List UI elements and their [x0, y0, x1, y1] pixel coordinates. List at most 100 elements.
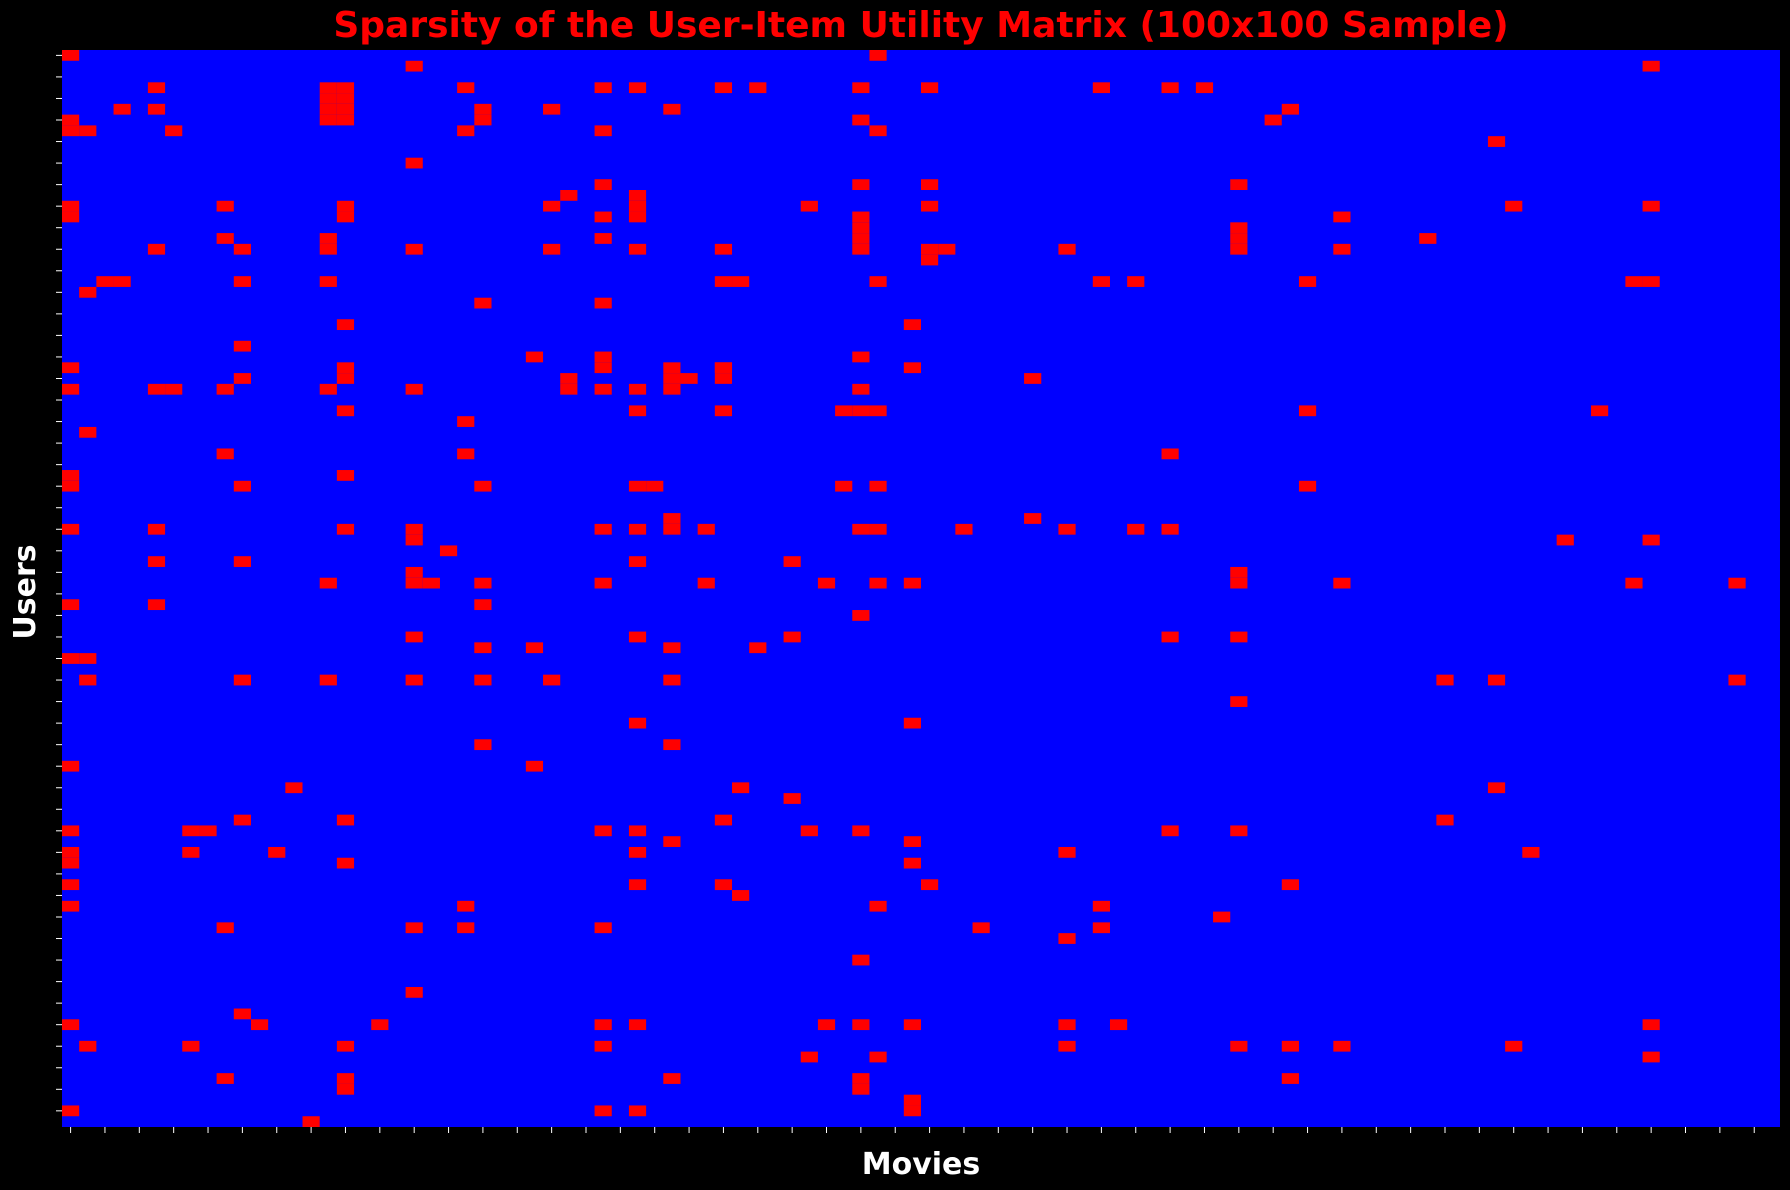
heatmap-cell — [405, 631, 423, 643]
heatmap-cell — [147, 523, 166, 535]
heatmap-cell — [783, 631, 801, 643]
heatmap-cell — [216, 922, 234, 934]
heatmap-cell — [1333, 243, 1351, 255]
heatmap-cell — [628, 211, 647, 223]
heatmap-cell — [405, 986, 423, 998]
heatmap-cell — [783, 793, 801, 804]
heatmap-cell — [439, 545, 458, 557]
heatmap-cell — [525, 642, 544, 654]
heatmap-cell — [732, 890, 750, 901]
heatmap-cell — [79, 426, 97, 438]
heatmap-cell — [182, 1040, 200, 1052]
heatmap-cell — [628, 383, 647, 395]
heatmap-cell — [852, 1019, 870, 1031]
heatmap-cell — [457, 900, 475, 912]
heatmap-cell — [233, 814, 251, 826]
heatmap-cell — [216, 233, 234, 244]
heatmap-cell — [817, 577, 836, 589]
heatmap-cell — [474, 577, 492, 589]
heatmap-cell — [233, 373, 251, 384]
heatmap-cell — [336, 200, 355, 212]
heatmap-cell — [1419, 233, 1437, 244]
heatmap-cell — [697, 577, 715, 589]
heatmap-cell — [646, 480, 664, 492]
heatmap-cell — [457, 416, 475, 427]
heatmap-cell — [319, 114, 337, 126]
heatmap-cell — [663, 523, 681, 535]
heatmap-cell — [663, 739, 681, 751]
heatmap-cell — [62, 879, 80, 891]
heatmap-cell — [1058, 933, 1076, 944]
heatmap-cell — [663, 674, 681, 686]
heatmap-cell — [869, 125, 887, 137]
heatmap-cell — [800, 1051, 818, 1063]
heatmap-cell — [1092, 900, 1110, 912]
heatmap-cell — [852, 233, 870, 244]
heatmap-cell — [147, 556, 166, 567]
heatmap-cells — [62, 50, 1746, 1127]
heatmap-cell — [336, 373, 355, 384]
heatmap-cell — [336, 362, 355, 374]
heatmap-cell — [835, 480, 853, 492]
heatmap-cell — [714, 814, 733, 826]
heatmap-cell — [1625, 577, 1643, 589]
heatmap-cell — [921, 879, 939, 891]
heatmap-cell — [594, 383, 612, 395]
heatmap-cell — [1264, 114, 1282, 126]
heatmap-cell — [96, 276, 114, 287]
heatmap-cell — [594, 125, 612, 137]
heatmap-cell — [1522, 846, 1540, 858]
heatmap-cell — [1281, 1040, 1299, 1052]
heatmap-cell — [216, 448, 234, 460]
heatmap-cell — [903, 857, 921, 869]
heatmap-cell — [336, 114, 355, 126]
heatmap-cell — [663, 103, 681, 115]
heatmap-cell — [336, 1073, 355, 1084]
heatmap-cell — [405, 243, 423, 255]
heatmap-cell — [869, 577, 887, 589]
heatmap-cell — [852, 351, 870, 363]
heatmap-cell — [1333, 577, 1351, 589]
heatmap-cell — [852, 1083, 870, 1095]
heatmap-cell — [800, 825, 818, 837]
heatmap-cell — [543, 674, 561, 686]
heatmap-cell — [1230, 233, 1248, 244]
heatmap-cell — [405, 566, 423, 578]
heatmap-cell — [147, 103, 166, 115]
heatmap-cell — [869, 480, 887, 492]
heatmap-cell — [62, 825, 80, 837]
heatmap-cell — [79, 653, 97, 664]
heatmap-cell — [594, 351, 612, 363]
heatmap-cell — [594, 362, 612, 374]
heatmap-cell — [457, 448, 475, 460]
heatmap-cell — [1298, 276, 1317, 287]
heatmap-cell — [268, 846, 286, 858]
heatmap-cell — [749, 642, 767, 654]
heatmap-cell — [336, 103, 355, 115]
heatmap-cell — [79, 125, 97, 137]
heatmap-cell — [233, 243, 251, 255]
heatmap-cell — [852, 383, 870, 395]
heatmap-cell — [336, 1083, 355, 1095]
heatmap-cell — [1213, 911, 1231, 923]
heatmap-cell — [182, 846, 200, 858]
heatmap-cell — [1024, 513, 1042, 524]
heatmap-cell — [714, 243, 733, 255]
heatmap-cell — [852, 610, 870, 621]
heatmap-cell — [233, 480, 251, 492]
heatmap-cell — [560, 190, 578, 201]
heatmap-cell — [594, 523, 612, 535]
heatmap-cell — [1092, 82, 1110, 94]
heatmap-cell — [319, 276, 337, 287]
heatmap-cell — [216, 200, 234, 212]
heatmap-cell — [405, 674, 423, 686]
heatmap-cell — [319, 103, 337, 115]
heatmap-cell — [62, 114, 80, 126]
heatmap-cell — [199, 825, 217, 837]
heatmap-cell — [336, 82, 355, 94]
heatmap-cell — [233, 674, 251, 686]
heatmap-cell — [1161, 825, 1179, 837]
heatmap-cell — [1058, 243, 1076, 255]
heatmap-cell — [147, 383, 166, 395]
